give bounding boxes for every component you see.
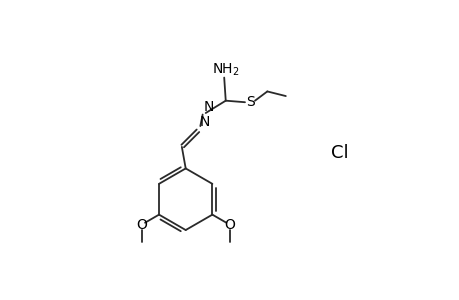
- Text: O: O: [136, 218, 147, 232]
- Text: O: O: [224, 218, 235, 232]
- Text: S: S: [246, 95, 254, 109]
- Text: NH$_2$: NH$_2$: [212, 62, 239, 78]
- Text: N: N: [199, 115, 209, 129]
- Text: Cl: Cl: [330, 144, 348, 162]
- Text: N: N: [203, 100, 213, 114]
